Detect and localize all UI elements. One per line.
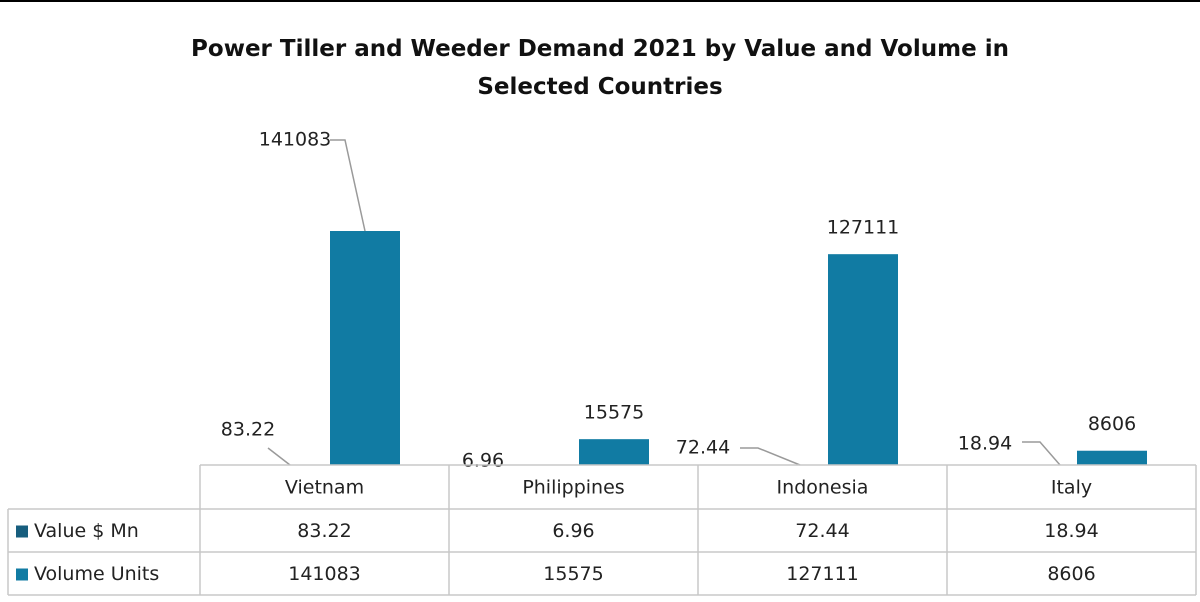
- table-cell: 8606: [1047, 563, 1095, 585]
- table-cell: 127111: [786, 563, 859, 585]
- x-tick-label: Indonesia: [777, 477, 869, 499]
- data-label: 6.96: [462, 450, 504, 472]
- table-cell: 6.96: [552, 520, 594, 542]
- data-label: 83.22: [221, 419, 275, 441]
- leader-line: [740, 448, 800, 465]
- x-tick-label: Vietnam: [285, 477, 364, 499]
- bar: [579, 439, 649, 465]
- table-cell: 141083: [288, 563, 361, 585]
- bar: [828, 254, 898, 465]
- leader-line: [330, 140, 365, 231]
- table-cell: 72.44: [795, 520, 849, 542]
- data-label: 8606: [1088, 413, 1136, 435]
- data-label: 72.44: [676, 437, 730, 459]
- legend-label: Volume Units: [34, 563, 159, 585]
- data-label: 141083: [259, 129, 332, 151]
- data-label: 18.94: [958, 433, 1012, 455]
- table-cell: 18.94: [1044, 520, 1098, 542]
- table-cell: 15575: [543, 563, 603, 585]
- bar: [330, 231, 400, 465]
- leader-line: [1022, 442, 1060, 465]
- bar: [1077, 451, 1147, 465]
- legend-key: [16, 569, 28, 581]
- x-tick-label: Italy: [1051, 477, 1092, 499]
- data-label: 127111: [827, 217, 900, 239]
- legend-key: [16, 526, 28, 538]
- table-cell: 83.22: [297, 520, 351, 542]
- legend-label: Value $ Mn: [34, 520, 139, 542]
- x-tick-label: Philippines: [522, 477, 624, 499]
- leader-line: [268, 448, 290, 465]
- data-label: 15575: [584, 402, 644, 424]
